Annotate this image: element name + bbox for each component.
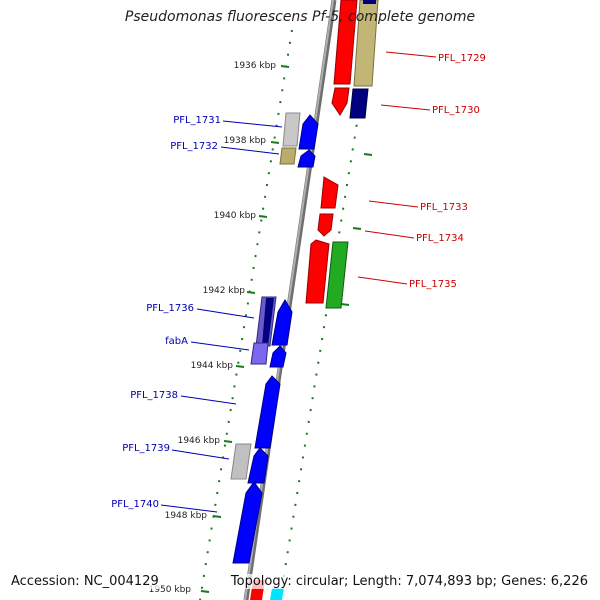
forward-leaders (160, 120, 283, 513)
reverse-features (250, 0, 379, 600)
inner-tick-track (199, 29, 293, 600)
gene-feature-red[interactable] (317, 213, 334, 237)
reverse-gene-labels: PFL_1729 PFL_1730 PFL_1733 PFL_1734 PFL_… (409, 53, 486, 290)
gene-feature-khaki[interactable] (353, 0, 379, 87)
gene-feature-red[interactable] (333, 0, 358, 85)
kbp-labels: 1936 kbp 1938 kbp 1940 kbp 1942 kbp 1944… (149, 61, 277, 595)
forward-gene-labels: PFL_1731 PFL_1732 PFL_1736 fabA PFL_1738… (111, 115, 221, 510)
gene-label[interactable]: PFL_1733 (420, 202, 468, 213)
gene-feature-red[interactable] (320, 176, 339, 209)
gene-feature-navy[interactable] (349, 88, 369, 119)
gene-feature-navy[interactable] (262, 298, 274, 346)
gene-feature-gray[interactable] (282, 112, 301, 147)
accession-label: Accession: NC_004129 (9, 574, 161, 589)
kbp-label: 1946 kbp (178, 436, 221, 446)
gene-label[interactable]: PFL_1736 (146, 303, 194, 314)
kbp-label: 1938 kbp (224, 136, 267, 146)
gene-label[interactable]: PFL_1729 (438, 53, 486, 64)
genome-summary-label: Topology: circular; Length: 7,074,893 bp… (228, 574, 590, 589)
gene-label[interactable]: PFL_1732 (170, 141, 218, 152)
map-title: Pseudomonas fluorescens Pf-5, complete g… (124, 9, 476, 25)
gene-feature-blue[interactable] (232, 481, 263, 564)
gene-feature-red[interactable] (331, 87, 350, 116)
gene-feature-blue[interactable] (254, 375, 281, 449)
gene-feature-red[interactable] (305, 239, 330, 304)
gene-label[interactable]: fabA (165, 336, 188, 347)
gene-feature-navy[interactable] (363, 0, 376, 4)
gene-label[interactable]: PFL_1735 (409, 279, 457, 290)
kbp-label: 1948 kbp (165, 511, 208, 521)
gene-feature-blue[interactable] (298, 114, 319, 150)
gene-label[interactable]: PFL_1730 (432, 105, 480, 116)
gene-feature-blue[interactable] (247, 447, 269, 484)
gene-label[interactable]: PFL_1740 (111, 499, 159, 510)
gene-feature-green[interactable] (325, 241, 349, 309)
gene-label[interactable]: PFL_1731 (173, 115, 221, 126)
gene-feature-gray[interactable] (230, 443, 252, 480)
outer-tick-track (279, 29, 373, 600)
accession-text: Accession: NC_004129 (9, 574, 161, 589)
genome-summary: Topology: circular; Length: 7,074,893 bp… (228, 574, 590, 589)
kbp-label: 1944 kbp (191, 361, 234, 371)
reverse-leaders (357, 51, 437, 285)
kbp-label: 1950 kbp (149, 585, 192, 595)
kbp-ticks (200, 65, 373, 593)
forward-features (230, 112, 319, 564)
gene-feature-blue[interactable] (271, 299, 293, 346)
gene-feature-slate[interactable] (250, 342, 269, 365)
kbp-label: 1942 kbp (203, 286, 246, 296)
gene-feature-cyan[interactable] (270, 588, 284, 600)
kbp-label: 1940 kbp (214, 211, 257, 221)
kbp-label: 1936 kbp (234, 61, 277, 71)
gene-feature-blue[interactable] (269, 345, 287, 368)
gene-label[interactable]: PFL_1739 (122, 443, 170, 454)
gene-label[interactable]: PFL_1738 (130, 390, 178, 401)
gene-feature-khaki[interactable] (279, 147, 297, 165)
gene-feature-blue[interactable] (297, 149, 316, 168)
gene-label[interactable]: PFL_1734 (416, 233, 464, 244)
